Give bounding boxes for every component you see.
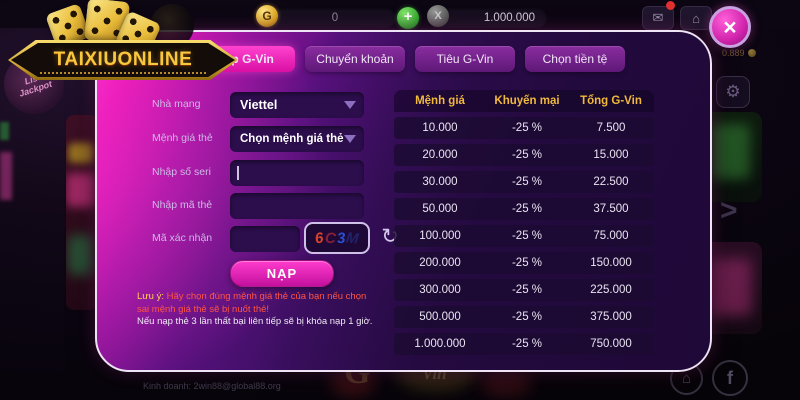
denomination-value: Chọn mệnh giá thẻ — [240, 133, 344, 145]
table-cell: 500.000 — [419, 311, 461, 323]
table-cell: 150.000 — [590, 257, 632, 269]
table-cell: 100.000 — [419, 230, 461, 242]
submit-topup-button[interactable]: NẠP — [230, 260, 334, 287]
table-row: 300.000 -25 % 225.000 — [394, 279, 654, 301]
table-row: 20.000 -25 % 15.000 — [394, 144, 654, 166]
card-code-label: Nhập mã thẻ — [152, 199, 213, 211]
coin-balance: 1.000.000 — [427, 8, 547, 28]
captcha-input[interactable] — [230, 226, 300, 252]
table-row: 30.000 -25 % 22.500 — [394, 171, 654, 193]
captcha-label: Mã xác nhận — [152, 232, 213, 244]
table-cell: 37.500 — [593, 203, 629, 215]
topup-note: Lưu ý: Hãy chọn đúng mệnh giá thẻ của bạ… — [137, 291, 379, 329]
logo[interactable]: TAIXIUONLINE — [11, 43, 235, 77]
shop-icon[interactable]: ⌂ — [680, 6, 712, 30]
table-cell: 75.000 — [593, 230, 629, 242]
tab-4[interactable]: Chọn tiền tệ — [525, 46, 625, 72]
note-prefix: Lưu ý: — [137, 291, 164, 302]
captcha-field-wrap — [230, 226, 300, 252]
network-label: Nhà mạng — [152, 98, 201, 110]
table-cell: -25 % — [511, 203, 543, 215]
tab-bar: Nạp G-Vin Chuyển khoản Tiêu G-Vin Chọn tiền… — [195, 46, 625, 72]
network-select[interactable]: Viettel — [230, 92, 364, 118]
logo-dots — [40, 72, 206, 74]
table-cell: 7.500 — [596, 122, 626, 134]
table-cell: 750.000 — [590, 338, 632, 350]
captcha-char: 6 — [314, 229, 325, 247]
table-cell: -25 % — [511, 176, 543, 188]
rate-table: Mệnh giá Khuyến mại Tổng G-Vin 10.000 -25 %… — [394, 90, 654, 355]
chevron-down-icon — [344, 135, 356, 143]
serial-field-wrap — [230, 160, 364, 186]
table-header-cell: Mệnh giá — [415, 95, 465, 107]
chevron-right-icon[interactable]: > — [720, 194, 738, 227]
g-coin-icon: G — [256, 5, 278, 27]
contact-email-text: Kinh doanh: 2win88@global88.org — [143, 381, 281, 391]
table-header-cell: Tổng G-Vin — [580, 95, 642, 107]
table-cell: 15.000 — [593, 149, 629, 161]
table-row: 200.000 -25 % 150.000 — [394, 252, 654, 274]
table-cell: -25 % — [511, 149, 543, 161]
table-row: 100.000 -25 % 75.000 — [394, 225, 654, 247]
bg-game-card-green — [702, 112, 762, 202]
table-row: 50.000 -25 % 37.500 — [394, 198, 654, 220]
denomination-label: Mệnh giá thẻ — [152, 132, 213, 144]
table-cell: 375.000 — [590, 311, 632, 323]
table-cell: -25 % — [511, 230, 543, 242]
x-coin-icon: X — [427, 5, 449, 27]
rate-table-body: 10.000 -25 % 7.500 20.000 -25 % 15.000 30.000 -… — [394, 117, 654, 355]
table-cell: 30.000 — [422, 176, 458, 188]
gear-icon[interactable]: ⚙ — [716, 76, 750, 108]
table-cell: 50.000 — [422, 203, 458, 215]
table-cell: 10.000 — [422, 122, 458, 134]
table-cell: 20.000 — [422, 149, 458, 161]
table-cell: -25 % — [511, 257, 543, 269]
serial-label: Nhập số seri — [152, 166, 211, 178]
card-code-input[interactable] — [230, 193, 364, 219]
table-row: 10.000 -25 % 7.500 — [394, 117, 654, 139]
table-row: 1.000.000 -25 % 750.000 — [394, 333, 654, 355]
bg-sliver-pink — [0, 152, 12, 200]
table-cell: 22.500 — [593, 176, 629, 188]
table-cell: -25 % — [511, 122, 543, 134]
close-button[interactable]: × — [709, 6, 751, 48]
coin-icon — [747, 49, 756, 57]
bg-lobby-balance: 0.889 — [722, 48, 756, 58]
topup-modal: Nạp G-Vin Chuyển khoản Tiêu G-Vin Chọn tiền… — [95, 30, 712, 372]
table-cell: 225.000 — [590, 284, 632, 296]
tab-3[interactable]: Tiêu G-Vin — [415, 46, 515, 72]
table-cell: 1.000.000 — [414, 338, 466, 350]
add-funds-button[interactable]: + — [397, 7, 419, 29]
mail-icon[interactable]: ✉ — [642, 6, 674, 30]
text-caret — [237, 166, 239, 180]
table-header-cell: Khuyến mại — [494, 95, 560, 107]
bg-game-banner-left — [66, 115, 98, 310]
rate-table-header: Mệnh giá Khuyến mại Tổng G-Vin — [394, 90, 654, 112]
gvin-balance: 0 — [256, 8, 396, 28]
facebook-icon[interactable]: f — [712, 360, 748, 396]
note-info: Nếu nạp thẻ 3 lần thất bại liên tiếp sẽ … — [137, 316, 373, 327]
captcha-char: M — [345, 228, 360, 248]
table-cell: -25 % — [511, 284, 543, 296]
table-cell: -25 % — [511, 311, 543, 323]
denomination-select[interactable]: Chọn mệnh giá thẻ — [230, 126, 364, 152]
network-value: Viettel — [240, 98, 278, 112]
table-row: 500.000 -25 % 375.000 — [394, 306, 654, 328]
bg-game-card-pink — [702, 242, 762, 334]
tab-2[interactable]: Chuyển khoản — [305, 46, 405, 72]
card-code-field-wrap — [230, 193, 364, 219]
note-warning: Hãy chọn đúng mệnh giá thẻ của bạn nếu c… — [137, 291, 367, 315]
mail-notification-badge — [666, 1, 675, 10]
table-cell: 200.000 — [419, 257, 461, 269]
chevron-down-icon — [344, 101, 356, 109]
table-cell: -25 % — [511, 338, 543, 350]
captcha-char: C — [324, 229, 337, 247]
bg-sliver-green — [0, 122, 9, 140]
serial-input[interactable] — [230, 160, 364, 186]
table-cell: 300.000 — [419, 284, 461, 296]
logo-title: TAIXIUONLINE — [53, 49, 193, 70]
